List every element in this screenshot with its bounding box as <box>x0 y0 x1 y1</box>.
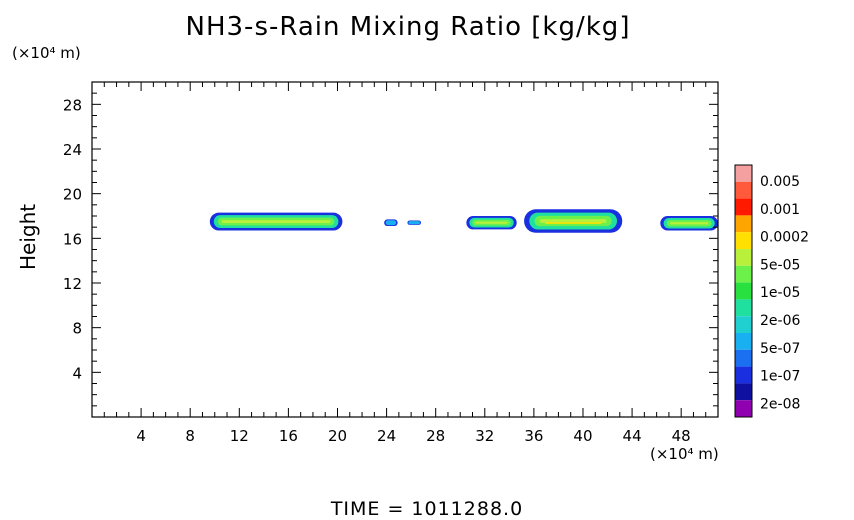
colorbar-swatch <box>735 333 752 350</box>
colorbar-swatch <box>735 366 752 384</box>
colorbar-frame <box>734 164 753 418</box>
y-axis-unit: (×10⁴ m) <box>12 44 81 62</box>
colorbar-label: 0.0002 <box>760 230 809 246</box>
colorbar-swatch <box>735 316 752 333</box>
colorbar-swatch <box>735 265 752 283</box>
contour-region <box>407 220 421 225</box>
x-tick-label: 8 <box>185 427 195 445</box>
colorbar-swatch <box>735 349 752 367</box>
colorbar-label: 2e-06 <box>760 313 800 329</box>
time-stamp: TIME = 1011288.0 <box>330 498 524 520</box>
colorbar-swatch <box>735 232 752 249</box>
x-tick-label: 48 <box>672 427 691 445</box>
x-tick-label: 44 <box>623 427 642 445</box>
x-tick-label: 28 <box>426 427 445 445</box>
x-tick-label: 32 <box>475 427 494 445</box>
colorbar-swatch <box>735 383 752 401</box>
colorbar-swatch <box>735 198 752 216</box>
contour-level <box>670 222 709 225</box>
contour-region <box>466 216 517 230</box>
contour-level <box>545 222 602 224</box>
colorbar-swatch <box>735 282 752 300</box>
colorbar-swatch <box>735 400 752 417</box>
contour-level <box>475 221 508 224</box>
contour-region <box>524 209 623 233</box>
x-tick-label: 16 <box>279 427 298 445</box>
y-tick-label: 20 <box>63 186 82 204</box>
x-axis-unit: (×10⁴ m) <box>650 445 719 463</box>
y-tick-label: 24 <box>63 141 82 159</box>
colorbar-label: 5e-05 <box>760 257 800 273</box>
colorbar-label: 0.001 <box>760 202 800 218</box>
colorbar-label: 0.005 <box>760 174 800 190</box>
colorbar-label: 1e-05 <box>760 285 800 301</box>
contour-level <box>408 221 420 225</box>
y-tick-label: 4 <box>72 364 82 382</box>
contour-regions <box>209 209 718 233</box>
contour-level <box>539 219 607 223</box>
colorbar-label: 1e-07 <box>760 369 800 385</box>
contour-level <box>221 220 331 224</box>
y-tick-label: 28 <box>63 96 82 114</box>
colorbar-swatch <box>735 215 752 233</box>
y-tick-label: 16 <box>63 230 82 248</box>
colorbar-label: 5e-07 <box>760 341 800 357</box>
contour-region <box>660 216 718 231</box>
x-tick-label: 36 <box>524 427 543 445</box>
contour-region <box>209 212 343 231</box>
x-tick-label: 4 <box>136 427 146 445</box>
y-tick-label: 8 <box>72 320 82 338</box>
plot-frame <box>91 81 719 418</box>
contour-region <box>384 219 398 227</box>
x-tick-label: 12 <box>230 427 249 445</box>
y-tick-label: 12 <box>63 275 82 293</box>
colorbar-swatch <box>735 299 752 317</box>
x-tick-label: 24 <box>377 427 396 445</box>
colorbar: 0.005 0.001 0.0002 5e-05 1e-05 2e-06 5e-07 1e-0… <box>734 164 809 418</box>
contour-level <box>385 220 397 226</box>
colorbar-swatch <box>735 249 752 266</box>
x-tick-label: 20 <box>328 427 347 445</box>
colorbar-label: 2e-08 <box>760 396 800 412</box>
colorbar-swatch <box>735 165 752 182</box>
colorbar-swatch <box>735 181 752 199</box>
chart-title: NH3-s-Rain Mixing Ratio [kg/kg] <box>185 12 631 42</box>
x-tick-label: 40 <box>573 427 592 445</box>
